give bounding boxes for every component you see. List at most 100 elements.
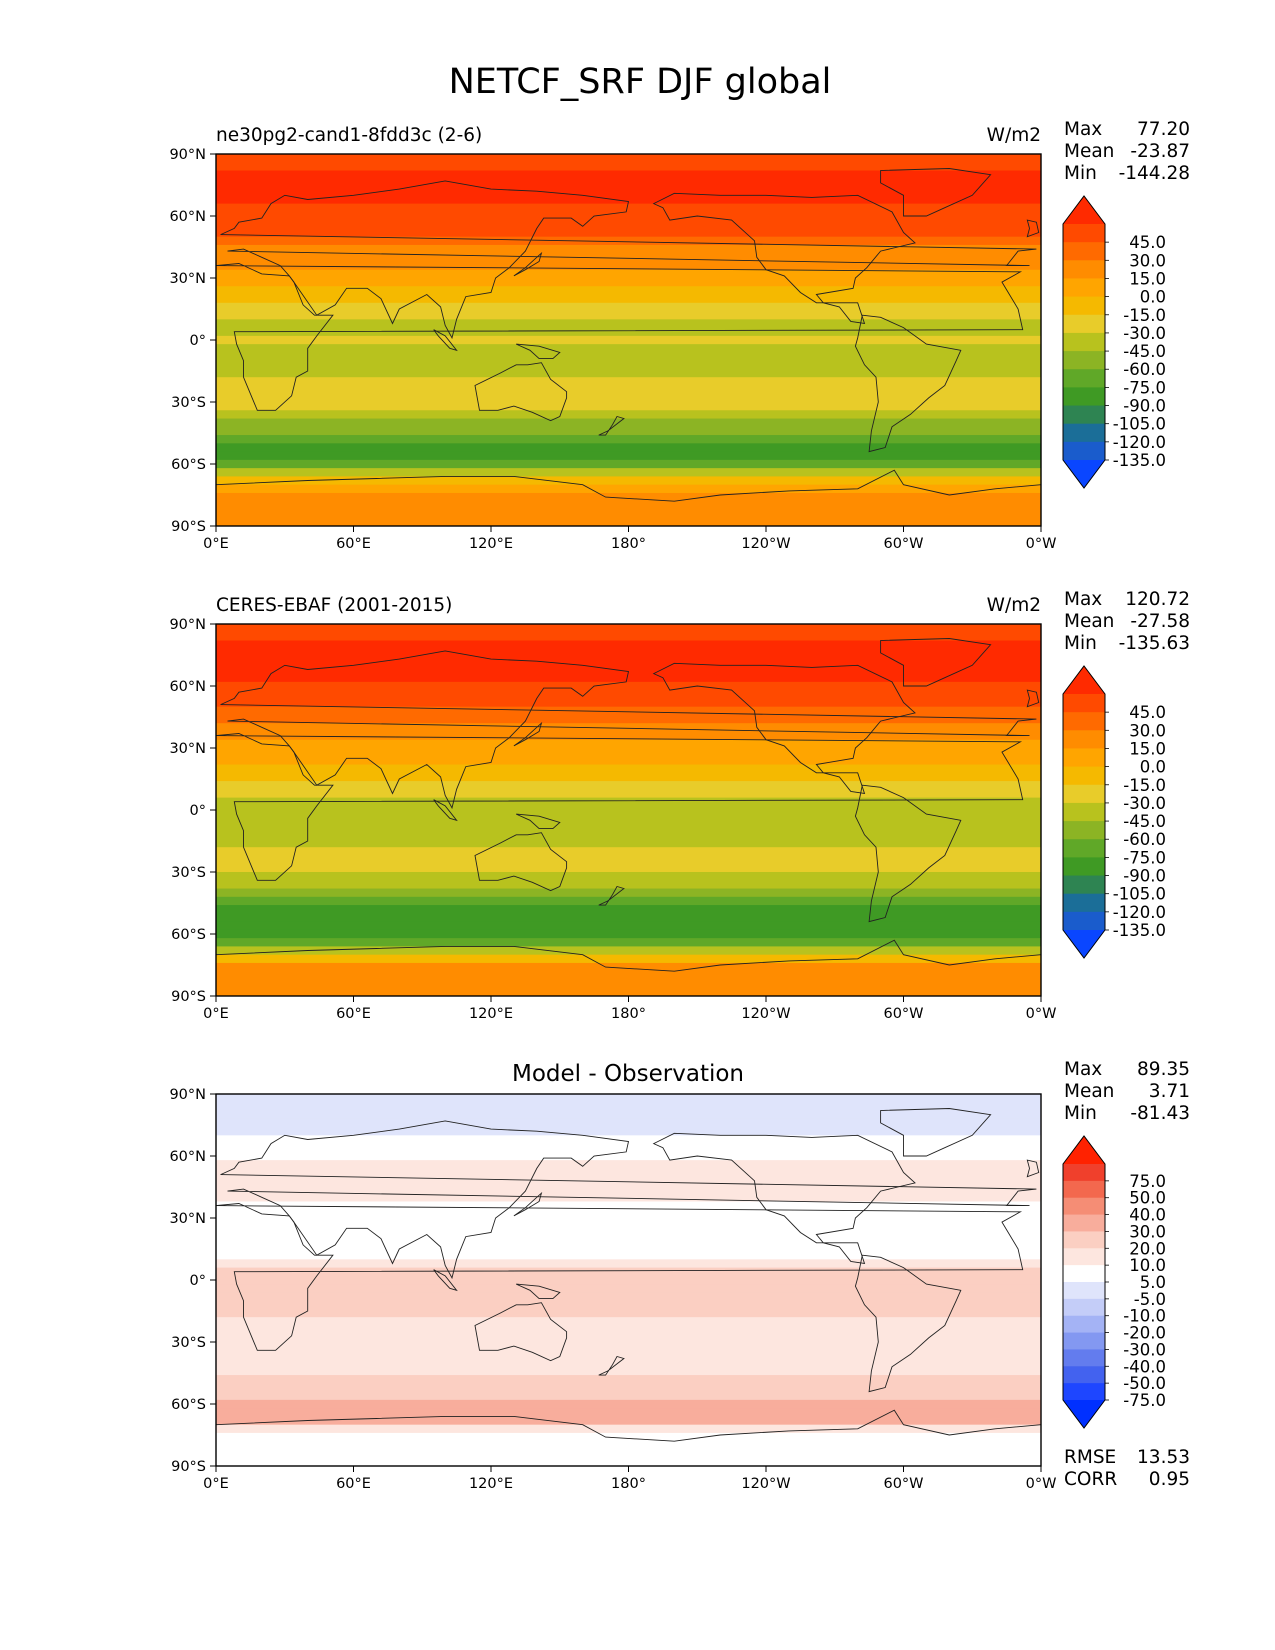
field-band <box>216 640 1041 650</box>
colorbar-segment <box>1063 766 1105 786</box>
field-band <box>216 1366 1041 1376</box>
field-band <box>216 261 1041 271</box>
colorbar-segment <box>1063 1265 1105 1283</box>
field-band <box>216 154 1041 163</box>
diff-min-value: -81.43 <box>1130 1103 1190 1124</box>
field-band <box>216 344 1041 353</box>
colorbar-segment <box>1063 694 1105 713</box>
x-tick-label: 60°W <box>883 1476 923 1492</box>
field-band <box>216 220 1041 229</box>
y-tick-label: 60°N <box>169 209 206 225</box>
coastline <box>516 813 561 830</box>
colorbar-extend-top <box>1063 196 1105 224</box>
x-tick-label: 60°E <box>336 1006 371 1022</box>
field-band <box>216 1408 1041 1417</box>
panel-model: ne30pg2-cand1-8fdd3c (2-6) W/m2 0°E 60°E 1… <box>169 119 1190 552</box>
coastline <box>216 733 1024 881</box>
field-band <box>216 327 1041 337</box>
field-band <box>216 657 1041 666</box>
field-band <box>216 954 1041 964</box>
colorbar-segment <box>1063 893 1105 913</box>
panel-observation: CERES-EBAF (2001-2015) W/m2 0°E 60°E 120°E… <box>169 589 1190 1022</box>
field-band <box>216 187 1041 196</box>
colorbar-segment <box>1063 1197 1105 1216</box>
field-band <box>216 319 1041 329</box>
colorbar-label: -50.0 <box>1123 1374 1166 1393</box>
obs-y-ticks: 90°N 60°N 30°N 0° 30°S 60°S 90°S <box>169 617 216 1005</box>
x-tick-label: 0°E <box>203 1006 229 1022</box>
colorbar-segment <box>1063 748 1105 768</box>
coastline <box>598 415 625 436</box>
colorbar-label: -10.0 <box>1123 1307 1166 1326</box>
field-band <box>216 509 1041 519</box>
field-band <box>216 1151 1041 1161</box>
field-band <box>216 1375 1041 1384</box>
colorbar-extend-top <box>1063 1136 1105 1164</box>
model-y-ticks: 90°N 60°N 30°N 0° 30°S 60°S 90°S <box>169 147 216 535</box>
colorbar-label: -90.0 <box>1123 397 1166 416</box>
field-band <box>216 228 1041 238</box>
colorbar-label: -60.0 <box>1123 830 1166 849</box>
colorbar-label: -135.0 <box>1113 921 1166 940</box>
diff-min-label: Min <box>1064 1103 1097 1124</box>
panel-difference: Model - Observation 0°E 60°E 120°E 180° 120°… <box>169 1059 1190 1492</box>
colorbar-label: -15.0 <box>1123 306 1166 325</box>
obs-colorbar: 45.030.015.00.0-15.0-30.0-45.0-60.0-75.0… <box>1062 665 1166 959</box>
field-band <box>216 888 1041 898</box>
field-band <box>216 302 1041 312</box>
y-tick-label: 60°S <box>171 1397 206 1413</box>
colorbar-segment <box>1063 784 1105 804</box>
coastline <box>433 799 458 822</box>
colorbar-segment <box>1063 802 1105 822</box>
colorbar-segment <box>1063 242 1105 261</box>
colorbar-label: -105.0 <box>1113 415 1166 434</box>
field-band <box>216 253 1041 263</box>
field-band <box>216 476 1041 486</box>
field-band <box>216 1391 1041 1401</box>
coastline <box>854 1254 962 1393</box>
colorbar-segment <box>1063 1164 1105 1182</box>
coastline <box>1026 219 1040 238</box>
x-tick-label: 60°E <box>336 536 371 552</box>
field-band <box>216 1267 1041 1277</box>
field-band <box>216 624 1041 633</box>
model-max-label: Max <box>1064 119 1102 140</box>
field-band <box>216 1300 1041 1310</box>
colorbar-segment <box>1063 369 1105 388</box>
colorbar-segment <box>1063 875 1105 895</box>
coastline <box>598 1355 625 1376</box>
colorbar-extend-bottom <box>1063 460 1105 488</box>
field-band <box>216 946 1041 956</box>
coastline <box>474 362 568 422</box>
x-tick-label: 60°W <box>883 536 923 552</box>
colorbar-segment <box>1063 1180 1105 1199</box>
field-band <box>216 822 1041 832</box>
obs-min-value: -135.63 <box>1119 633 1190 654</box>
field-band <box>216 830 1041 840</box>
colorbar-segment <box>1063 1248 1105 1266</box>
field-band <box>216 1424 1041 1434</box>
field-band <box>216 1110 1041 1120</box>
coastline <box>880 638 992 687</box>
colorbar-segment <box>1063 821 1105 840</box>
colorbar-label: -135.0 <box>1113 451 1166 470</box>
y-tick-label: 0° <box>190 803 206 819</box>
colorbar-label: 50.0 <box>1129 1189 1166 1208</box>
model-units: W/m2 <box>987 125 1041 146</box>
obs-x-ticks: 0°E 60°E 120°E 180° 120°W 60°W 0°W <box>203 996 1056 1022</box>
field-band <box>216 1251 1041 1260</box>
colorbar-segment <box>1063 1366 1105 1384</box>
coastline <box>516 1283 561 1300</box>
model-map <box>216 154 1041 526</box>
x-tick-label: 120°E <box>469 536 513 552</box>
coastline <box>652 1132 916 1265</box>
coastline <box>516 343 561 360</box>
field-band <box>216 772 1041 782</box>
field-band <box>216 880 1041 890</box>
field-band <box>216 195 1041 205</box>
y-tick-label: 60°S <box>171 457 206 473</box>
obs-max-label: Max <box>1064 589 1102 610</box>
x-tick-label: 0°W <box>1026 1476 1057 1492</box>
x-tick-label: 120°W <box>741 536 790 552</box>
